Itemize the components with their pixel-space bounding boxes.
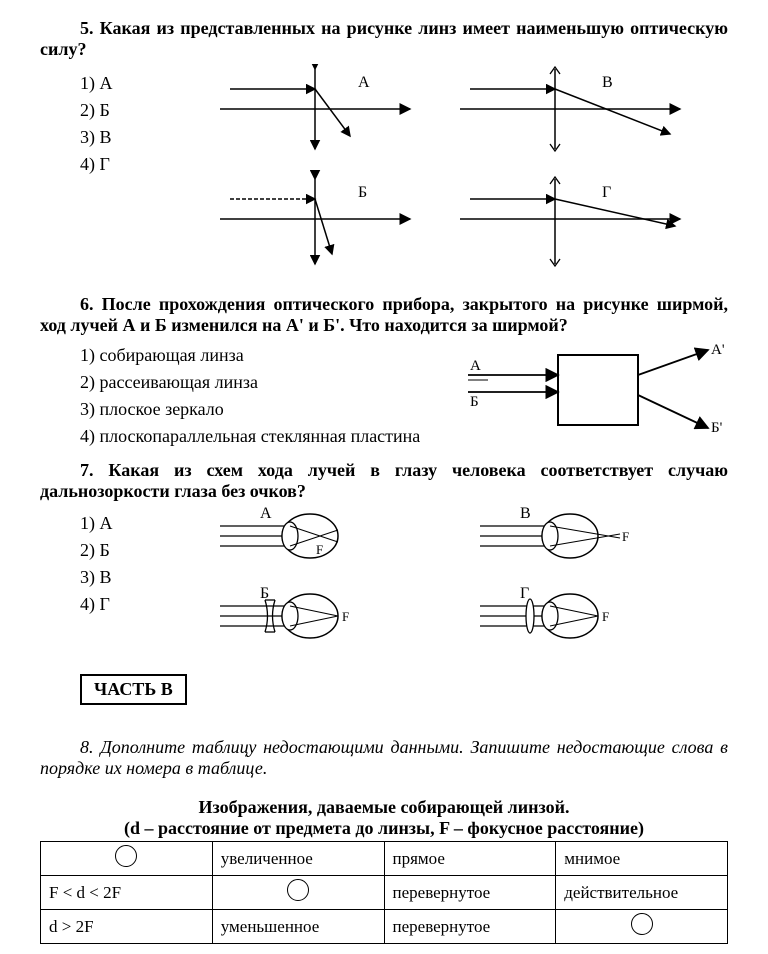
label-V: В <box>602 74 613 91</box>
cell: d > 2F <box>41 910 213 944</box>
q5-block: 1) А 2) Б 3) В 4) Г А <box>40 64 728 284</box>
q6-options: 1) собирающая линза 2) рассеивающая линз… <box>80 342 448 450</box>
label-7G: Г <box>520 585 529 602</box>
svg-text:F: F <box>316 542 323 557</box>
svg-text:F: F <box>622 529 629 544</box>
q6-text: 6. После прохождения оптического прибора… <box>40 294 728 336</box>
cell: F < d < 2F <box>41 876 213 910</box>
circ <box>631 913 653 935</box>
q5-opt: 4) Г <box>80 151 200 178</box>
svg-text:F: F <box>602 609 609 624</box>
svg-text:F: F <box>342 609 349 624</box>
q7-opt: 2) Б <box>80 537 190 564</box>
q7-opt: 4) Г <box>80 591 190 618</box>
q5-text: 5. Какая из представленных на рисунке ли… <box>40 18 728 60</box>
q6-opt: 3) плоское зеркало <box>80 396 448 423</box>
lbl-A: А <box>470 358 481 374</box>
q8-table: увеличенное прямое мнимое F < d < 2F пер… <box>40 841 728 944</box>
q8-subtitle: (d – расстояние от предмета до линзы, F … <box>40 818 728 839</box>
cell: перевернутое <box>384 910 556 944</box>
q7-block: 1) А 2) Б 3) В 4) Г <box>40 506 728 656</box>
lbl-B: Б <box>470 394 479 410</box>
q8-text: 8. Дополните таблицу недостающими данным… <box>40 737 728 779</box>
q5-opt: 1) А <box>80 70 200 97</box>
q7-diagrams: F А F В F <box>190 506 728 656</box>
table-row: d > 2F уменьшенное перевернутое <box>41 910 728 944</box>
q6-opt: 1) собирающая линза <box>80 342 448 369</box>
circ <box>287 879 309 901</box>
q7-text: 7. Какая из схем хода лучей в глазу чело… <box>40 460 728 502</box>
q5-options: 1) А 2) Б 3) В 4) Г <box>80 70 200 178</box>
q5-opt: 3) В <box>80 124 200 151</box>
cell: увеличенное <box>212 842 384 876</box>
label-7A: А <box>260 506 272 522</box>
table-row: увеличенное прямое мнимое <box>41 842 728 876</box>
label-7B: Б <box>260 585 269 602</box>
table-row: F < d < 2F перевернутое действительное <box>41 876 728 910</box>
lbl-Ap: А' <box>711 342 725 358</box>
part-b-box: ЧАСТЬ В <box>80 674 187 705</box>
circ <box>115 845 137 867</box>
q6-diagram: А Б А' Б' <box>448 340 728 440</box>
q6-opt: 4) плоскопараллельная стеклянная пластин… <box>80 423 448 450</box>
lbl-Bp: Б' <box>711 420 723 436</box>
cell: уменьшенное <box>212 910 384 944</box>
q6-opt: 2) рассеивающая линза <box>80 369 448 396</box>
q6-block: 6. После прохождения оптического прибора… <box>40 294 728 450</box>
q5-opt: 2) Б <box>80 97 200 124</box>
label-A: А <box>358 74 370 91</box>
label-7V: В <box>520 506 531 522</box>
cell: действительное <box>556 876 728 910</box>
cell: мнимое <box>556 842 728 876</box>
label-G: Г <box>602 184 611 201</box>
label-B: Б <box>358 184 367 201</box>
q7-options: 1) А 2) Б 3) В 4) Г <box>80 510 190 618</box>
q7-opt: 1) А <box>80 510 190 537</box>
q7-opt: 3) В <box>80 564 190 591</box>
cell: прямое <box>384 842 556 876</box>
q5-diagrams: А В Б <box>200 64 728 284</box>
q8-title: Изображения, даваемые собирающей линзой. <box>40 797 728 818</box>
lens-diagrams-svg: А В Б <box>200 64 700 284</box>
cell: перевернутое <box>384 876 556 910</box>
